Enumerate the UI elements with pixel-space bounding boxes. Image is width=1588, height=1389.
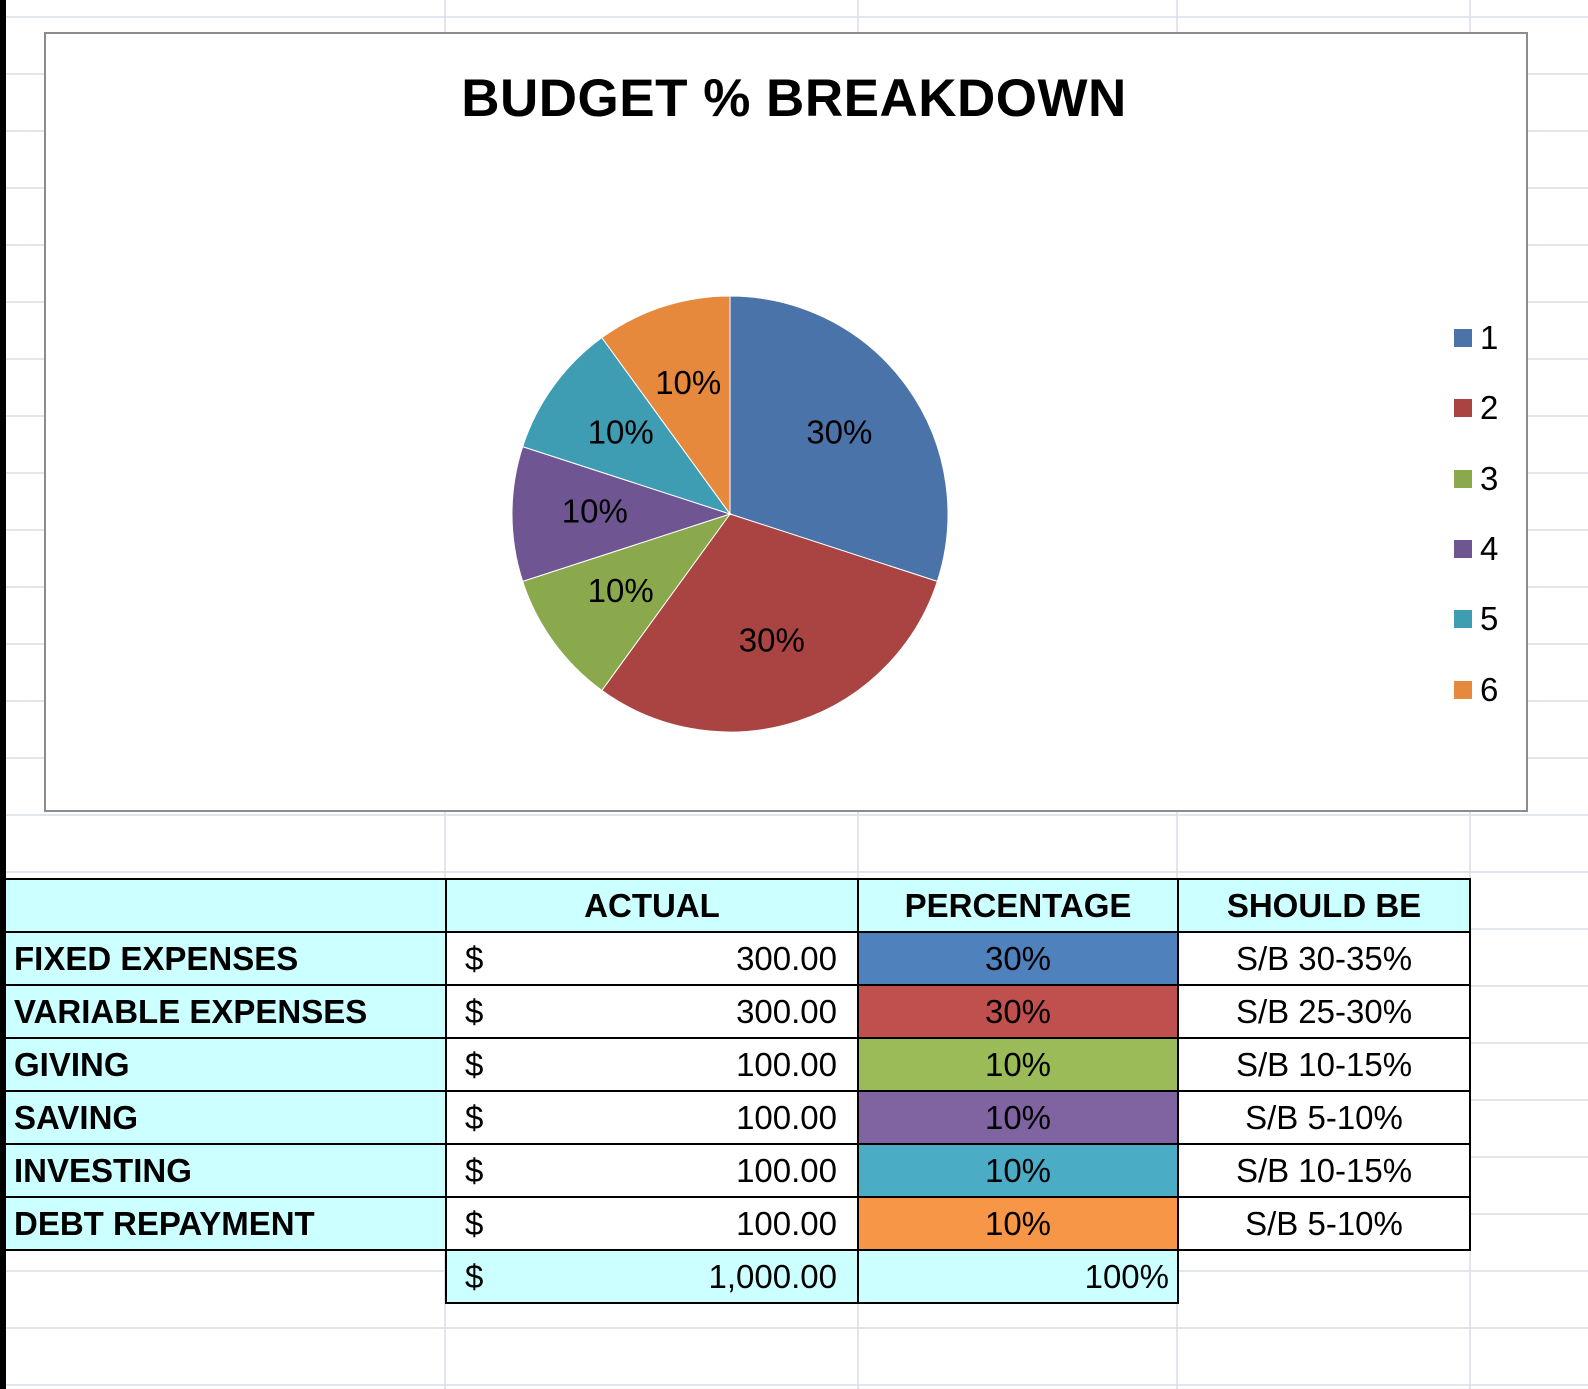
legend-label: 1 [1480,319,1499,356]
percentage-cell[interactable]: 30% [857,931,1179,986]
table-header-row: ACTUAL PERCENTAGE SHOULD BE [4,878,1471,933]
table-row: INVESTING $100.00 10% S/B 10-15% [4,1143,1471,1198]
legend-label: 5 [1480,600,1499,638]
percentage-cell[interactable]: 10% [857,1037,1179,1092]
amount-value: 300.00 [736,992,837,1030]
currency-symbol: $ [465,1151,484,1189]
legend-item-6: 6 [1454,670,1498,710]
amount-value: 100.00 [736,1098,837,1136]
should-be-cell[interactable]: S/B 5-10% [1177,1090,1471,1145]
legend-label: 4 [1480,529,1499,567]
currency-symbol: $ [465,992,484,1030]
legend-label: 6 [1480,670,1499,708]
total-row-blank-right[interactable] [1178,1250,1470,1303]
header-should-be[interactable]: SHOULD BE [1177,878,1471,933]
table-row: FIXED EXPENSES $300.00 30% S/B 30-35% [4,931,1471,986]
window-left-edge [0,0,6,1389]
should-be-cell[interactable]: S/B 25-30% [1177,984,1471,1039]
legend-swatch [1454,469,1472,488]
amount-value: 100.00 [736,1204,837,1242]
legend-label: 3 [1480,459,1499,497]
header-cell-blank[interactable] [4,878,447,933]
actual-amount-cell[interactable]: $100.00 [445,1037,859,1092]
legend-item-1: 1 [1454,318,1498,358]
header-percentage[interactable]: PERCENTAGE [857,878,1179,933]
row-label[interactable]: DEBT REPAYMENT [4,1196,447,1251]
percentage-cell[interactable]: 10% [857,1143,1179,1198]
amount-value: 100.00 [736,1045,837,1083]
percentage-cell[interactable]: 10% [857,1090,1179,1145]
percentage-cell[interactable]: 10% [857,1196,1179,1251]
legend-item-4: 4 [1454,529,1498,569]
row-label[interactable]: VARIABLE EXPENSES [4,984,447,1039]
table-row: DEBT REPAYMENT $100.00 10% S/B 5-10% [4,1196,1471,1251]
table-row: VARIABLE EXPENSES $300.00 30% S/B 25-30% [4,984,1471,1039]
header-actual[interactable]: ACTUAL [445,878,859,933]
currency-symbol: $ [465,1204,484,1242]
legend-label: 2 [1480,389,1499,427]
currency-symbol: $ [465,939,484,977]
legend-item-2: 2 [1454,388,1498,428]
total-amount-value: 1,000.00 [708,1257,837,1295]
legend-swatch [1454,680,1472,699]
chart-title: BUDGET % BREAKDOWN [461,69,1127,128]
legend-item-5: 5 [1454,599,1498,639]
row-label[interactable]: FIXED EXPENSES [4,931,447,986]
should-be-cell[interactable]: S/B 5-10% [1177,1196,1471,1251]
row-label[interactable]: SAVING [4,1090,447,1145]
currency-symbol: $ [465,1257,484,1295]
amount-value: 100.00 [736,1151,837,1189]
legend-item-3: 3 [1454,459,1498,499]
should-be-cell[interactable]: S/B 10-15% [1177,1037,1471,1092]
table-row: GIVING $100.00 10% S/B 10-15% [4,1037,1471,1092]
actual-amount-cell[interactable]: $300.00 [445,931,859,986]
row-label[interactable]: GIVING [4,1037,447,1092]
should-be-cell[interactable]: S/B 10-15% [1177,1143,1471,1198]
legend-swatch [1454,329,1472,347]
table-total-row: $1,000.00 100% [5,1249,1470,1304]
actual-amount-cell[interactable]: $100.00 [445,1196,859,1251]
table-row: SAVING $100.00 10% S/B 5-10% [4,1090,1471,1145]
should-be-cell[interactable]: S/B 30-35% [1177,931,1471,986]
legend-swatch [1454,399,1472,418]
legend-swatch [1454,610,1472,629]
actual-amount-cell[interactable]: $100.00 [445,1090,859,1145]
currency-symbol: $ [465,1098,484,1136]
row-label[interactable]: INVESTING [4,1143,447,1198]
total-percentage-cell[interactable]: 100% [857,1249,1179,1304]
actual-amount-cell[interactable]: $300.00 [445,984,859,1039]
actual-amount-cell[interactable]: $100.00 [445,1143,859,1198]
percentage-cell[interactable]: 30% [857,984,1179,1039]
budget-table: ACTUAL PERCENTAGE SHOULD BE FIXED EXPENSES $… [4,878,1471,1304]
total-amount-cell[interactable]: $1,000.00 [445,1249,859,1304]
chart-area[interactable] [44,32,1528,812]
amount-value: 300.00 [736,939,837,977]
currency-symbol: $ [465,1045,484,1083]
total-row-blank[interactable] [5,1250,446,1303]
legend-swatch [1454,539,1472,558]
